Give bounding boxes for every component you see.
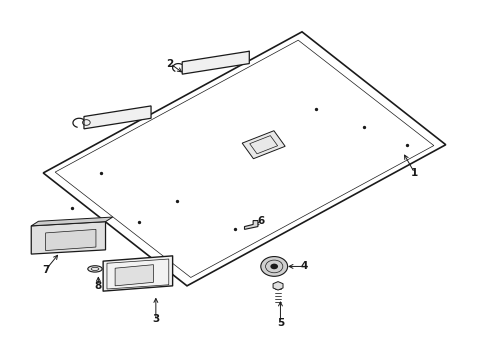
Polygon shape bbox=[242, 131, 285, 159]
Polygon shape bbox=[115, 265, 153, 286]
Polygon shape bbox=[43, 32, 445, 286]
Ellipse shape bbox=[88, 266, 102, 272]
Text: 4: 4 bbox=[300, 261, 307, 271]
Polygon shape bbox=[182, 51, 249, 74]
Polygon shape bbox=[103, 256, 172, 291]
Polygon shape bbox=[45, 229, 96, 251]
Text: 3: 3 bbox=[152, 314, 159, 324]
Text: 7: 7 bbox=[42, 265, 49, 275]
Polygon shape bbox=[31, 222, 105, 254]
Circle shape bbox=[270, 264, 278, 269]
Wedge shape bbox=[260, 257, 287, 276]
Polygon shape bbox=[31, 217, 112, 226]
Text: 5: 5 bbox=[276, 318, 284, 328]
Text: 1: 1 bbox=[410, 168, 417, 178]
Polygon shape bbox=[84, 106, 151, 129]
Text: 2: 2 bbox=[166, 59, 174, 68]
Text: 8: 8 bbox=[95, 281, 102, 291]
Text: 6: 6 bbox=[257, 216, 264, 226]
Polygon shape bbox=[244, 221, 257, 229]
